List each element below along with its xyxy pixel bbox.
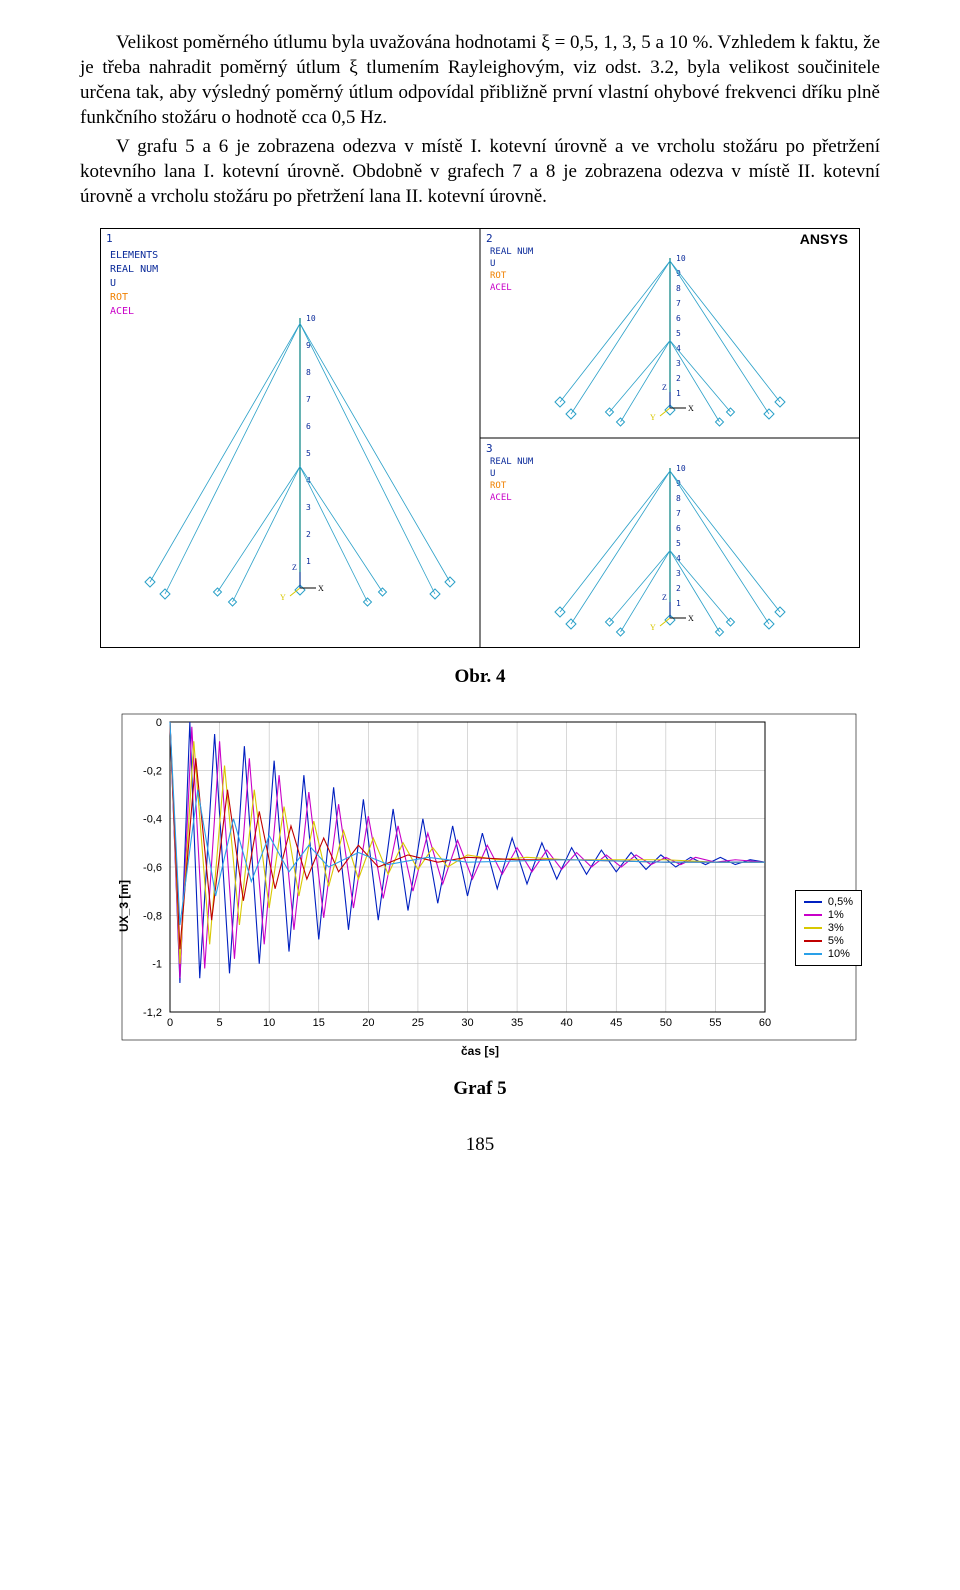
svg-text:5: 5 <box>676 329 681 338</box>
svg-text:X: X <box>688 614 694 623</box>
svg-text:2: 2 <box>306 530 311 539</box>
svg-text:U: U <box>110 278 116 289</box>
svg-text:5: 5 <box>676 539 681 548</box>
y-axis-label: UX_3 [m] <box>117 880 131 932</box>
svg-text:REAL NUM: REAL NUM <box>490 247 534 257</box>
svg-text:2: 2 <box>676 374 681 383</box>
svg-text:2: 2 <box>486 232 493 245</box>
svg-text:3: 3 <box>676 569 681 578</box>
figure-caption: Obr. 4 <box>80 666 880 688</box>
svg-text:Z: Z <box>662 383 667 392</box>
svg-text:7: 7 <box>306 395 311 404</box>
svg-text:Y: Y <box>650 413 656 422</box>
svg-text:-1: -1 <box>152 958 162 970</box>
svg-text:10: 10 <box>676 464 686 473</box>
ansys-panel-container: ANSYS12345678910XYZ12345678910XYZ1234567… <box>100 228 860 648</box>
svg-text:ROT: ROT <box>110 292 128 303</box>
svg-text:0: 0 <box>156 717 162 729</box>
svg-text:5: 5 <box>306 449 311 458</box>
svg-text:45: 45 <box>610 1017 622 1029</box>
svg-text:REAL NUM: REAL NUM <box>490 457 534 467</box>
svg-text:Y: Y <box>650 623 656 632</box>
svg-text:30: 30 <box>461 1017 473 1029</box>
svg-text:1: 1 <box>306 557 311 566</box>
chart-svg: 0 5 10 15 20 25 30 35 40 45 50 55 60 0 -0,2 -0,4 -0,6 -0,… <box>100 712 860 1042</box>
svg-text:35: 35 <box>511 1017 523 1029</box>
chart-legend: 0,5%1%3%5%10% <box>795 890 862 966</box>
svg-text:1: 1 <box>676 599 681 608</box>
svg-text:20: 20 <box>362 1017 374 1029</box>
x-axis-label: čas [s] <box>100 1044 860 1058</box>
svg-text:Z: Z <box>292 563 297 572</box>
svg-text:REAL NUM: REAL NUM <box>110 264 158 275</box>
chart-graf5: UX_3 [m] 0 5 10 15 20 25 30 35 40 45 50 55 60 0 -0,2 -0… <box>100 712 860 1100</box>
chart-caption: Graf 5 <box>100 1078 860 1100</box>
figure-obr4: ANSYS12345678910XYZ12345678910XYZ1234567… <box>80 228 880 688</box>
svg-text:-0,2: -0,2 <box>143 765 162 777</box>
svg-text:8: 8 <box>306 368 311 377</box>
svg-text:ACEL: ACEL <box>490 493 512 503</box>
svg-text:3: 3 <box>486 442 493 455</box>
svg-text:-0,8: -0,8 <box>143 910 162 922</box>
svg-text:0: 0 <box>167 1017 173 1029</box>
svg-text:6: 6 <box>306 422 311 431</box>
svg-text:10: 10 <box>263 1017 275 1029</box>
page-number: 185 <box>80 1134 880 1156</box>
svg-text:3: 3 <box>306 503 311 512</box>
svg-text:55: 55 <box>709 1017 721 1029</box>
svg-text:ANSYS: ANSYS <box>800 231 848 247</box>
paragraph-1: Velikost poměrného útlumu byla uvažována… <box>80 30 880 130</box>
svg-text:40: 40 <box>561 1017 573 1029</box>
svg-text:50: 50 <box>660 1017 672 1029</box>
svg-text:-0,4: -0,4 <box>143 813 162 825</box>
svg-text:ACEL: ACEL <box>110 306 134 317</box>
svg-text:ROT: ROT <box>490 481 507 491</box>
svg-text:2: 2 <box>676 584 681 593</box>
svg-text:8: 8 <box>676 494 681 503</box>
svg-text:8: 8 <box>676 284 681 293</box>
svg-text:25: 25 <box>412 1017 424 1029</box>
svg-text:U: U <box>490 259 495 269</box>
svg-text:1: 1 <box>106 232 113 245</box>
svg-text:15: 15 <box>313 1017 325 1029</box>
svg-text:3: 3 <box>676 359 681 368</box>
svg-text:ACEL: ACEL <box>490 283 512 293</box>
svg-text:5: 5 <box>217 1017 223 1029</box>
svg-text:-0,6: -0,6 <box>143 862 162 874</box>
svg-text:7: 7 <box>676 299 681 308</box>
svg-text:U: U <box>490 469 495 479</box>
svg-text:10: 10 <box>306 314 316 323</box>
svg-text:7: 7 <box>676 509 681 518</box>
svg-text:6: 6 <box>676 524 681 533</box>
svg-text:1: 1 <box>676 389 681 398</box>
svg-text:Z: Z <box>662 593 667 602</box>
svg-text:Y: Y <box>280 593 286 602</box>
svg-text:9: 9 <box>306 341 311 350</box>
svg-text:X: X <box>688 404 694 413</box>
svg-text:6: 6 <box>676 314 681 323</box>
svg-text:10: 10 <box>676 254 686 263</box>
svg-text:ELEMENTS: ELEMENTS <box>110 250 158 261</box>
paragraph-2: V grafu 5 a 6 je zobrazena odezva v míst… <box>80 134 880 209</box>
svg-text:-1,2: -1,2 <box>143 1007 162 1019</box>
svg-text:ROT: ROT <box>490 271 507 281</box>
svg-text:X: X <box>318 584 324 593</box>
svg-text:60: 60 <box>759 1017 771 1029</box>
